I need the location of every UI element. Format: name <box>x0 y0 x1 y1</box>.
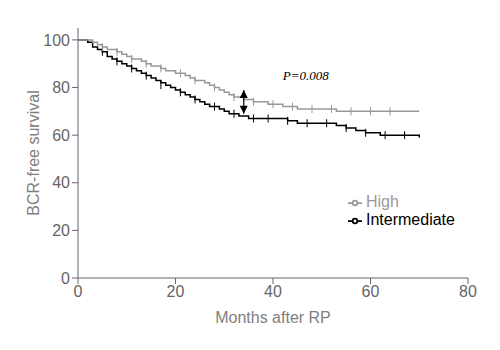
svg-text:80: 80 <box>52 79 70 96</box>
svg-text:0: 0 <box>61 270 70 287</box>
svg-text:BCR-free survival: BCR-free survival <box>25 90 42 215</box>
svg-text:0: 0 <box>74 283 83 300</box>
svg-text:60: 60 <box>52 127 70 144</box>
svg-text:40: 40 <box>52 174 70 191</box>
svg-text:20: 20 <box>52 222 70 239</box>
html-text:Intermediate: Intermediate <box>366 211 455 228</box>
html-text:High: High <box>366 193 399 210</box>
svg-text:80: 80 <box>459 283 477 300</box>
svg-text:20: 20 <box>167 283 185 300</box>
svg-text:60: 60 <box>362 283 380 300</box>
svg-text:100: 100 <box>43 32 70 49</box>
svg-text:Months after RP: Months after RP <box>215 309 331 326</box>
svg-text:P=0.008: P=0.008 <box>282 68 329 83</box>
svg-text:40: 40 <box>264 283 282 300</box>
